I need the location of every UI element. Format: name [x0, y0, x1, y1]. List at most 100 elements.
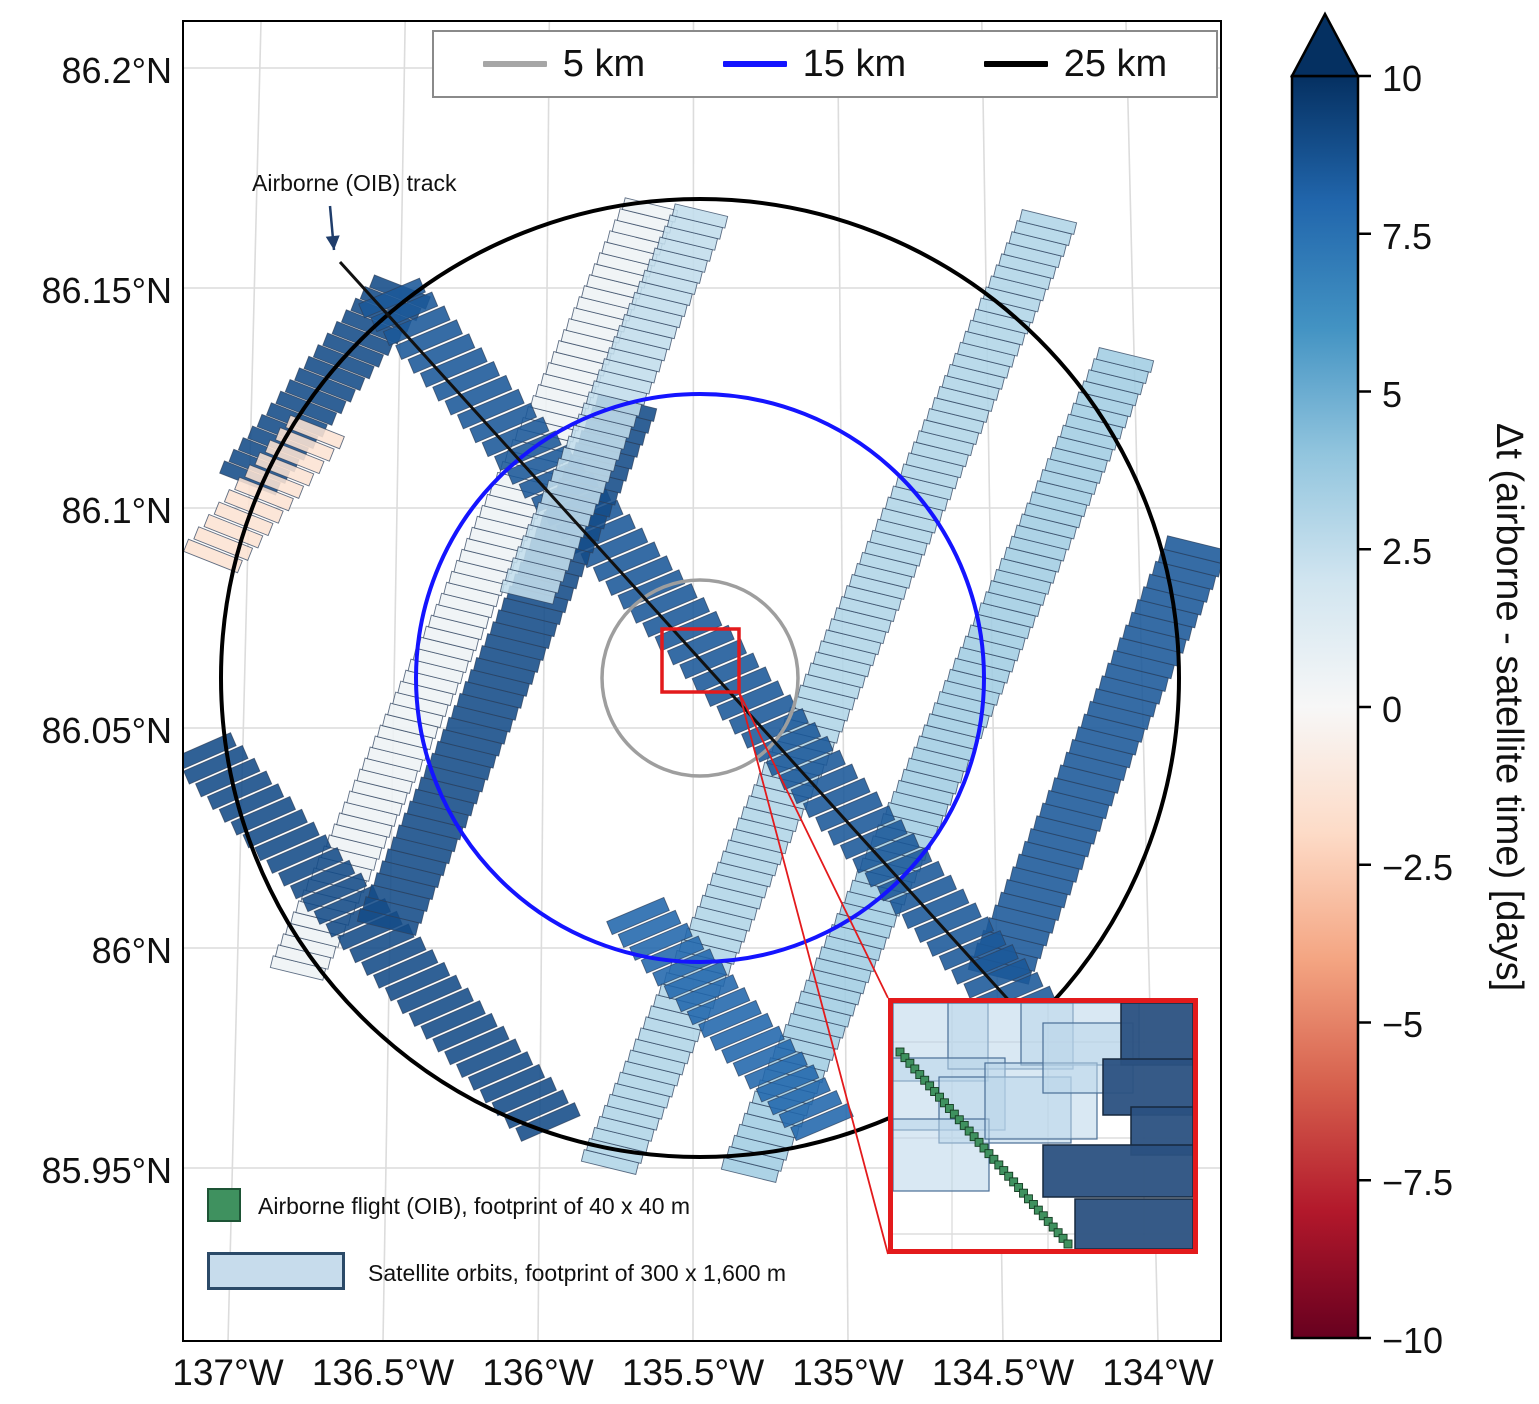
inset-airborne-footprint	[925, 1081, 935, 1091]
x-tick-label: 136°W	[482, 1352, 594, 1393]
inset-satellite-footprint	[947, 1002, 1074, 1070]
inset-satellite-footprint	[892, 1002, 989, 1082]
x-tick-label: 135.5°W	[621, 1352, 765, 1393]
inset-satellite-footprint-dark	[1102, 1058, 1194, 1116]
inset-airborne-footprint	[1058, 1233, 1068, 1243]
airborne-track-annotation: Airborne (OIB) track	[252, 170, 457, 196]
inset-airborne-footprint	[1038, 1211, 1048, 1221]
legend-item-15km: 15 km	[722, 42, 907, 86]
colorbar	[1289, 11, 1371, 1340]
inset-satellite-footprint	[1020, 1002, 1140, 1066]
inset-airborne-footprint	[895, 1047, 905, 1057]
colorbar-tick-label: 5	[1382, 374, 1403, 415]
x-tick-label: 134°W	[1102, 1352, 1214, 1393]
inset-airborne-footprint	[984, 1149, 994, 1159]
inset-airborne-footprint	[974, 1137, 984, 1147]
plot-frame	[182, 20, 1222, 1342]
inset-airborne-footprint	[1014, 1183, 1024, 1192]
inset-satellite-footprint-dark	[1130, 1106, 1194, 1156]
inset-airborne-footprint	[1063, 1239, 1073, 1249]
zoom-connector-line	[738, 691, 889, 999]
inset-airborne-footprint	[1019, 1188, 1028, 1198]
inset-satellite-footprint-dark	[1042, 1144, 1194, 1198]
legend-line-5km-swatch	[482, 61, 547, 67]
inset-airborne-footprint	[915, 1070, 925, 1080]
airborne-footprint-swatch	[207, 1188, 241, 1222]
legend-item-5km: 5 km	[482, 42, 646, 86]
x-tick-label: 137°W	[172, 1352, 284, 1393]
x-tick-label: 135°W	[792, 1352, 904, 1393]
colorbar-tick-label: 2.5	[1382, 531, 1433, 572]
satellite-track	[580, 208, 1078, 1176]
inset-airborne-footprint	[1048, 1222, 1058, 1232]
colorbar-axis-label: Δt (airborne - satellite time) [days]	[1488, 422, 1530, 992]
range-circle	[600, 578, 800, 778]
inset-airborne-footprint	[1024, 1194, 1033, 1204]
y-tick-label: 86.05°N	[41, 710, 172, 751]
colorbar-tick-label: −5	[1382, 1004, 1424, 1045]
airborne-track-line	[338, 260, 1054, 1050]
colorbar-tick-label: −2.5	[1382, 847, 1454, 888]
inset-airborne-footprint	[949, 1109, 959, 1119]
inset-airborne-footprint	[999, 1166, 1009, 1176]
inset-satellite-footprint	[938, 1076, 1072, 1144]
inset-airborne-footprint	[920, 1075, 930, 1085]
legend-label-25km: 25 km	[1063, 42, 1168, 85]
legend-label-5km: 5 km	[562, 42, 646, 85]
inset-airborne-footprint	[1028, 1200, 1038, 1209]
colorbar-tick-label: 7.5	[1382, 216, 1433, 257]
inset-satellite-footprint	[892, 1118, 990, 1192]
inset-airborne-footprint	[969, 1132, 979, 1142]
colorbar-tick-label: 10	[1382, 58, 1423, 99]
inset-airborne-footprint	[964, 1126, 974, 1136]
legend-label-15km: 15 km	[802, 42, 907, 85]
y-tick-label: 85.95°N	[41, 1150, 172, 1191]
y-tick-label: 86.1°N	[61, 490, 172, 531]
inset-airborne-footprint	[959, 1120, 969, 1130]
colorbar-over-arrow-icon	[1289, 11, 1361, 78]
colorbar-tick-label: −7.5	[1382, 1162, 1454, 1203]
y-tick-label: 86.2°N	[61, 50, 172, 91]
x-tick-label: 136.5°W	[311, 1352, 455, 1393]
colorbar-tick-label: 0	[1382, 689, 1403, 730]
colorbar-tick-label: −10	[1382, 1320, 1444, 1361]
satellite-track	[184, 414, 345, 574]
satellite-track	[358, 277, 1056, 1027]
satellite-track	[499, 203, 729, 605]
inset-airborne-footprint	[1053, 1228, 1063, 1238]
inset-airborne-footprint	[940, 1098, 949, 1108]
inset-airborne-footprint	[1009, 1177, 1019, 1187]
zoom-inset-border	[888, 998, 1198, 1254]
satellite-track	[184, 732, 581, 1142]
satellite-footprint-label: Satellite orbits, footprint of 300 x 1,6…	[368, 1260, 787, 1286]
legend-line-25km-swatch	[983, 61, 1048, 67]
satellite-footprint-swatch	[207, 1252, 345, 1290]
satellite-track	[219, 274, 431, 496]
inset-satellite-footprint	[892, 1057, 1006, 1131]
inset-satellite-footprint	[984, 1062, 1098, 1140]
inset-airborne-footprint	[1004, 1171, 1014, 1181]
inset-airborne-footprint	[994, 1160, 1004, 1170]
satellite-track	[269, 197, 679, 981]
inset-satellite-footprint	[1042, 1022, 1134, 1094]
inset-airborne-footprint	[1043, 1216, 1053, 1226]
inset-airborne-footprint	[900, 1053, 910, 1063]
inset-airborne-footprint	[935, 1092, 944, 1102]
inset-airborne-footprint	[979, 1143, 989, 1153]
zoom-inset	[888, 998, 1198, 1254]
airborne-footprint-label: Airborne flight (OIB), footprint of 40 x…	[258, 1193, 691, 1219]
range-circle	[414, 392, 986, 964]
y-tick-label: 86.15°N	[41, 270, 172, 311]
x-tick-label: 134.5°W	[931, 1352, 1075, 1393]
legend-item-25km: 25 km	[983, 42, 1168, 86]
satellite-track	[356, 394, 658, 936]
inset-airborne-footprint	[954, 1115, 964, 1125]
y-tick-label: 86°N	[91, 930, 172, 971]
inset-satellite-footprint-dark	[1120, 1002, 1194, 1066]
satellite-track	[967, 535, 1220, 985]
annotation-arrow-icon	[325, 205, 340, 251]
range-circle-legend: 5 km 15 km 25 km	[432, 30, 1218, 98]
zoom-connector-line	[738, 691, 889, 1255]
inset-satellite-footprint-dark	[1074, 1198, 1194, 1250]
